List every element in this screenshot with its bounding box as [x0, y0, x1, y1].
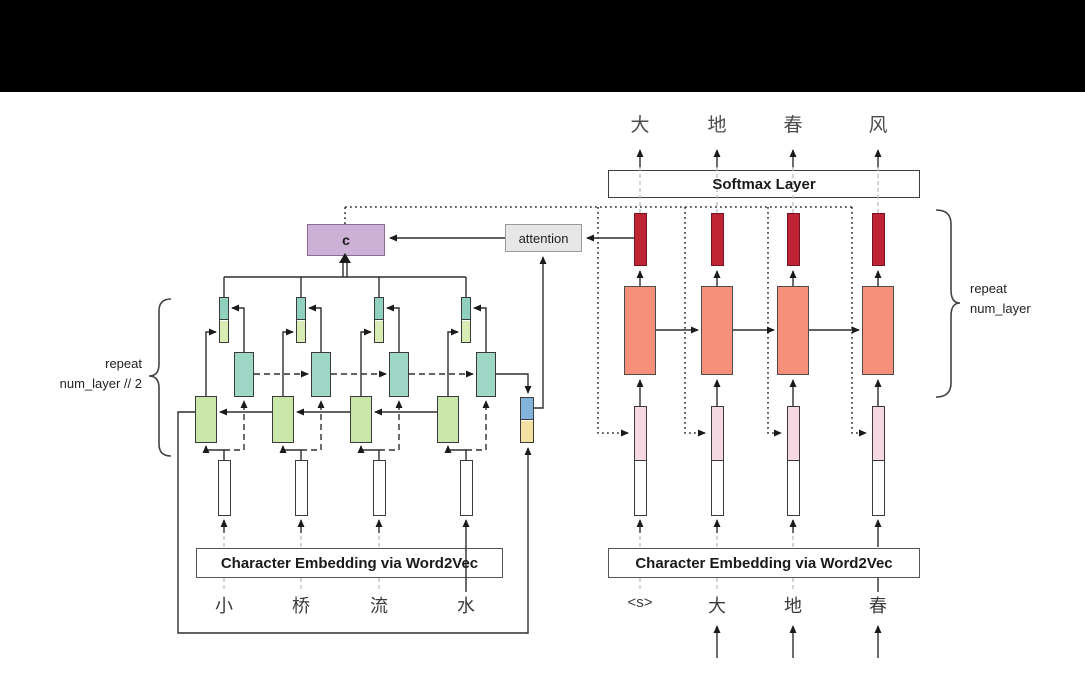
- encoder-recurrent-wires: [219, 370, 474, 416]
- embedding-vector-bar: [295, 460, 308, 516]
- encoder-input-char: 流: [370, 596, 388, 616]
- embedding-half: [873, 462, 884, 515]
- decoder-repeat-note: repeat num_layer: [970, 279, 1080, 318]
- decoder-rnn-cell: [624, 286, 656, 375]
- right-repeat-brace: [935, 209, 961, 398]
- context-collector-wires: [224, 234, 634, 409]
- context-concat-half: [635, 407, 646, 461]
- encoder-input-char: 小: [215, 596, 233, 616]
- double-arrowhead: [339, 253, 351, 263]
- encoder-backward-cell: [234, 352, 254, 397]
- encoder-concat-state-bar: [374, 297, 384, 343]
- decoder-input-vector-bar: [872, 406, 885, 516]
- concat-backward-half: [462, 298, 470, 320]
- decoder-column-wires: [636, 149, 882, 658]
- decoder-rnn-cell: [862, 286, 894, 375]
- decoder-input-char: 大: [708, 596, 726, 616]
- letterbox-top-bar: [0, 0, 1085, 92]
- decoder-logit-bar: [872, 213, 885, 266]
- encoder-input-char: 水: [457, 596, 475, 616]
- embedding-vector-bar: [218, 460, 231, 516]
- decoder-logit-bar: [711, 213, 724, 266]
- context-concat-half: [873, 407, 884, 461]
- state-c-half: [521, 421, 533, 442]
- encoder-forward-cell: [272, 396, 294, 443]
- decoder-logit-bar: [787, 213, 800, 266]
- encoder-concat-state-bar: [296, 297, 306, 343]
- context-broadcast-dotted-wires: [344, 206, 867, 437]
- encoder-column-wires: [202, 277, 490, 592]
- decoder-logit-bar: [634, 213, 647, 266]
- concat-forward-half: [297, 321, 305, 342]
- encoder-repeat-note-line1: repeat: [105, 356, 142, 371]
- softmax-layer-box: [608, 170, 920, 198]
- decoder-repeat-note-line2: num_layer: [970, 300, 1031, 316]
- encoder-forward-cell: [350, 396, 372, 443]
- decoder-input-vector-bar: [787, 406, 800, 516]
- decoder-input-vector-bar: [711, 406, 724, 516]
- encoder-embedding-box: [196, 548, 503, 578]
- decoder-output-char: 风: [868, 115, 888, 136]
- decoder-embedding-box: [608, 548, 920, 578]
- encoder-embedding-label: Character Embedding via Word2Vec: [220, 554, 479, 572]
- encoder-backward-cell: [311, 352, 331, 397]
- state-h-half: [521, 398, 533, 420]
- decoder-rnn-cell: [777, 286, 809, 375]
- embedding-vector-bar: [460, 460, 473, 516]
- decoder-input-char: 春: [869, 596, 887, 616]
- left-repeat-brace: [148, 298, 172, 457]
- embedding-half: [712, 462, 723, 515]
- decoder-input-vector-bar: [634, 406, 647, 516]
- softmax-layer-label: Softmax Layer: [712, 175, 816, 193]
- encoder-backward-cell: [476, 352, 496, 397]
- concat-forward-half: [375, 321, 383, 342]
- encoder-forward-cell: [195, 396, 217, 443]
- attention-label: attention: [518, 230, 569, 246]
- encoder-repeat-note: repeat num_layer // 2: [38, 354, 142, 393]
- concat-backward-half: [220, 298, 228, 320]
- encoder-input-char: 桥: [292, 596, 310, 616]
- decoder-input-char: 地: [784, 596, 802, 616]
- context-vector-label: c: [342, 232, 350, 248]
- concat-backward-half: [375, 298, 383, 320]
- concat-forward-half: [462, 321, 470, 342]
- context-concat-half: [712, 407, 723, 461]
- encoder-final-state-bar: [520, 397, 534, 443]
- concat-backward-half: [297, 298, 305, 320]
- encoder-concat-state-bar: [461, 297, 471, 343]
- decoder-repeat-note-line1: repeat: [970, 281, 1007, 296]
- context-vector-box: [307, 224, 385, 256]
- decoder-output-char: 春: [783, 115, 803, 136]
- decoder-input-token: <s>: [627, 594, 653, 611]
- encoder-state-wires: [177, 373, 532, 634]
- attention-box: [505, 224, 582, 252]
- context-concat-half: [788, 407, 799, 461]
- embedding-half: [635, 462, 646, 515]
- encoder-forward-cell: [437, 396, 459, 443]
- encoder-backward-cell: [389, 352, 409, 397]
- decoder-rnn-cell: [701, 286, 733, 375]
- decoder-embedding-label: Character Embedding via Word2Vec: [635, 554, 893, 572]
- concat-forward-half: [220, 321, 228, 342]
- encoder-concat-state-bar: [219, 297, 229, 343]
- embedding-vector-bar: [373, 460, 386, 516]
- embedding-half: [788, 462, 799, 515]
- repeat-braces: [148, 209, 961, 457]
- encoder-repeat-note-line2: num_layer // 2: [59, 375, 142, 391]
- decoder-output-char: 地: [707, 115, 727, 136]
- decoder-output-char: 大: [630, 115, 650, 136]
